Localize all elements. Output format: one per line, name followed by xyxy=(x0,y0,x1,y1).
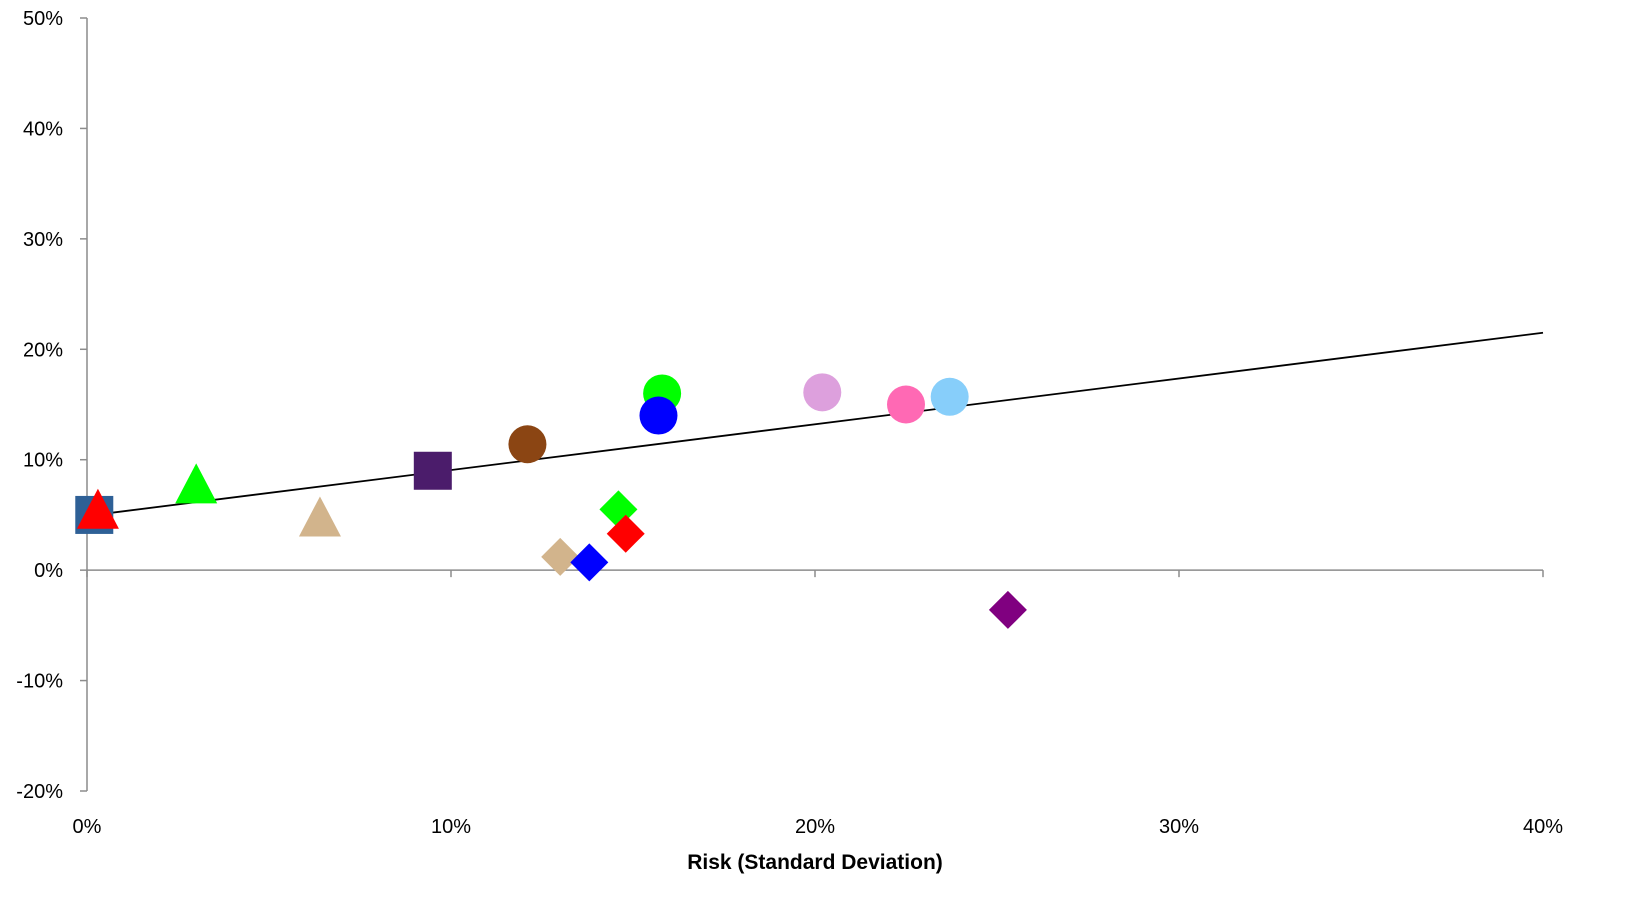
diamond-point xyxy=(541,537,580,576)
circle-point xyxy=(930,377,969,416)
circle-point xyxy=(639,396,678,435)
x-tick-label: 30% xyxy=(1159,816,1199,838)
y-tick-label: 40% xyxy=(23,118,63,140)
x-tick-label: 40% xyxy=(1523,816,1563,838)
y-tick-label: 10% xyxy=(23,450,63,472)
data-points xyxy=(75,373,1027,629)
trend-line-layer xyxy=(94,331,1544,516)
diamond-point xyxy=(570,543,609,582)
circle-point xyxy=(887,385,925,424)
square-point xyxy=(413,451,452,490)
diamond-point xyxy=(606,514,645,553)
x-axis-title: Risk (Standard Deviation) xyxy=(687,851,943,874)
circle-point xyxy=(803,373,842,412)
y-tick-label: 0% xyxy=(34,560,63,582)
x-tick-label: 0% xyxy=(73,816,102,838)
triangle-point xyxy=(298,496,341,537)
diamond-point xyxy=(988,590,1027,629)
y-tick-label: 20% xyxy=(23,339,63,361)
tick-labels: -20% -10% 0% 10% 20% 30% 40% 50% 0% 10% 20% 30% 40% xyxy=(16,8,1563,838)
triangle-point xyxy=(175,463,218,504)
y-tick-label: 30% xyxy=(23,229,63,251)
trend-line xyxy=(94,331,1544,516)
x-tick-label: 10% xyxy=(431,816,471,838)
axes xyxy=(80,17,1544,792)
circle-point xyxy=(508,425,547,464)
y-tick-label: -10% xyxy=(16,671,63,693)
x-tick-label: 20% xyxy=(795,816,835,838)
y-tick-label: 50% xyxy=(23,8,63,30)
y-tick-label: -20% xyxy=(16,781,63,803)
triangle-point xyxy=(76,488,119,529)
diamond-point xyxy=(599,490,638,529)
